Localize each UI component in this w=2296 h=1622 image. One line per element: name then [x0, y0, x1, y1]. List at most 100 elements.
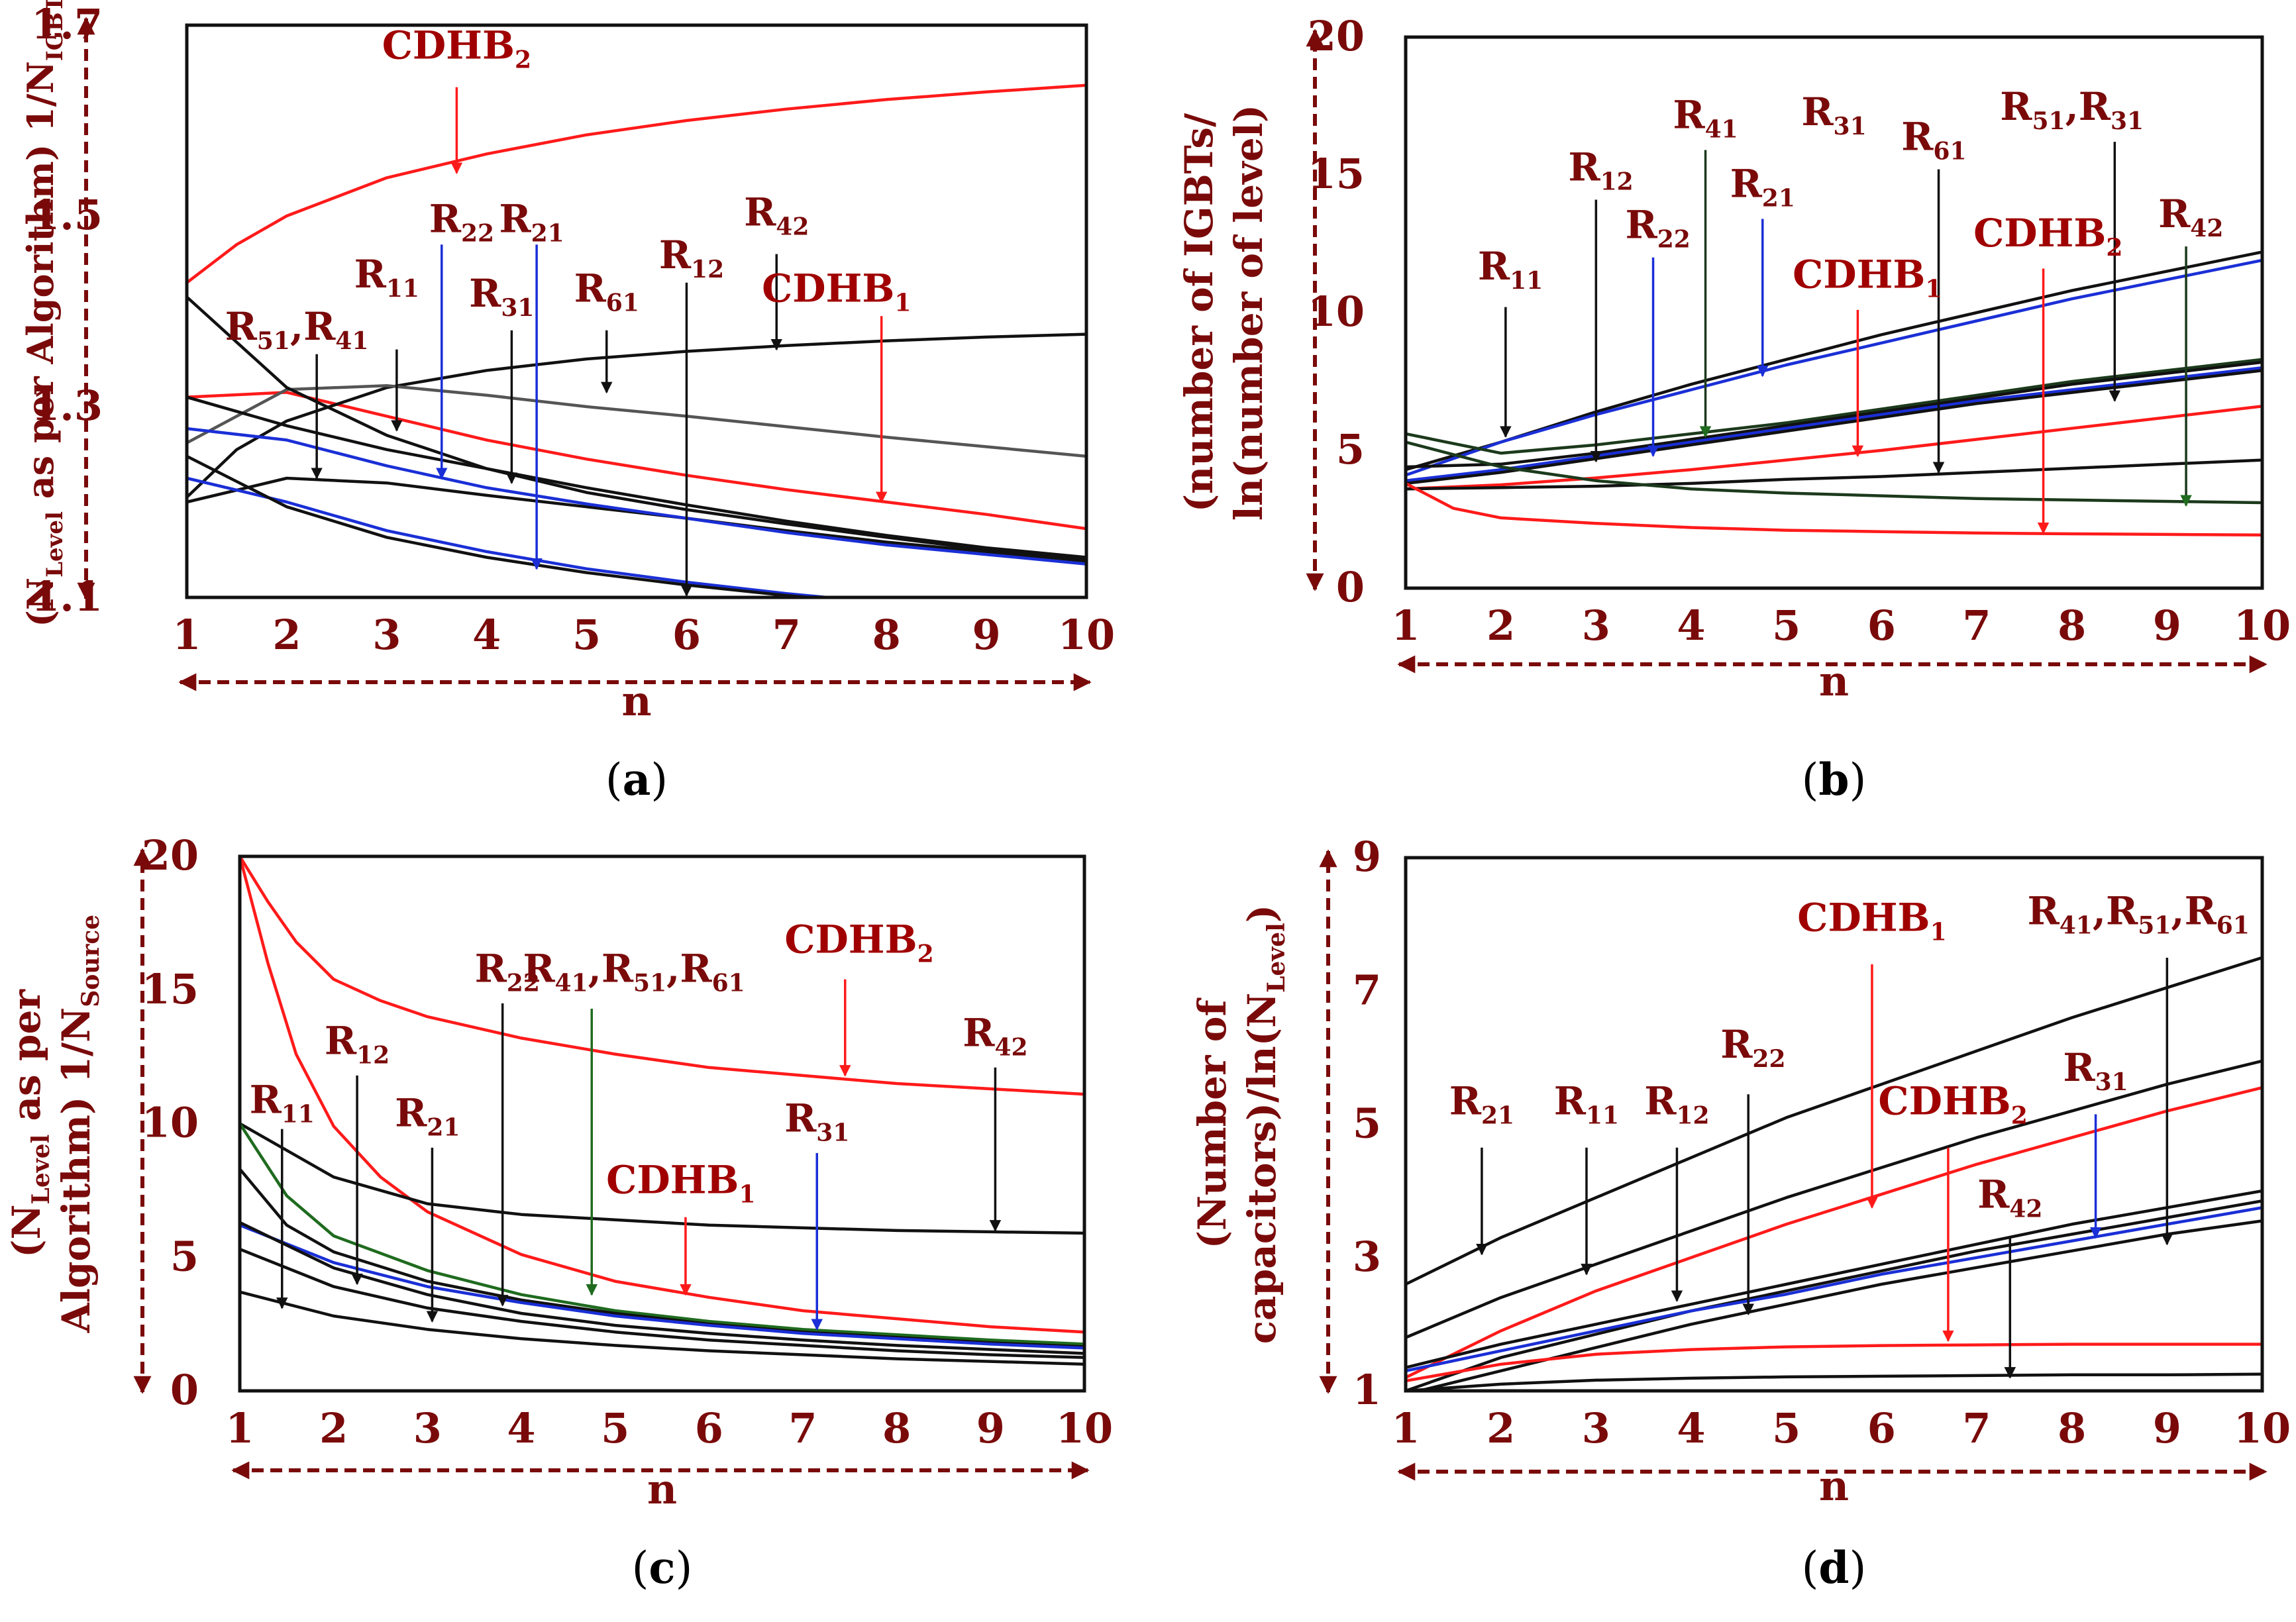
x-tick-label: 3	[413, 1404, 442, 1452]
annotation-r11: R11	[1478, 244, 1543, 438]
chart-panel-4: 1 3 5 7 9 1 2 3 4 5 6 7 8 9 10 n (Number of capacitors)/l…	[1190, 833, 2291, 1594]
annotation-r42: R42	[963, 1010, 1028, 1232]
annotation-r42: R42	[2158, 191, 2223, 507]
annotation-r12: R12	[659, 232, 724, 597]
annotation-label: CDHB2	[784, 917, 933, 968]
annotation-label: R11	[1554, 1078, 1619, 1129]
x-tick-label: 6	[695, 1404, 723, 1452]
y-tick-label: 15	[142, 965, 199, 1013]
x-tick-label: 7	[1962, 601, 1991, 650]
annotation-label: R31	[1801, 89, 1866, 140]
annotation-cdhb2: CDHB2	[784, 917, 934, 1077]
annotation-r42: R42	[744, 189, 809, 351]
annotation-cdhb2: CDHB2	[1973, 211, 2122, 534]
x-tick-label: 8	[2058, 601, 2086, 650]
annotation-r22: R22	[475, 946, 540, 1307]
y-tick-label: 5	[170, 1232, 199, 1280]
subfigure-label: (a)	[605, 754, 668, 805]
series-group	[240, 856, 1084, 1366]
x-axis-label: n	[1819, 1462, 1849, 1510]
annotation-label: R31	[784, 1096, 849, 1147]
x-tick-label: 5	[1772, 1404, 1800, 1452]
series-line-r61	[187, 332, 1086, 499]
plot-frame	[185, 23, 1088, 599]
series-line-cdhb2	[240, 856, 1084, 1096]
y-axis-label: (NLevel as per Algorithm) 1/NSource	[4, 915, 105, 1333]
annotation-r21: R21	[1449, 1078, 1514, 1256]
y-axis-label-line2: Algorithm) 1/NSource	[54, 915, 105, 1333]
annotation-label: CDHB1	[1797, 895, 1946, 946]
x-tick-label: 4	[1677, 1404, 1705, 1452]
x-tick-label: 3	[372, 611, 401, 659]
x-tick-label: 5	[572, 611, 601, 659]
subfigure-label: (b)	[1802, 754, 1867, 805]
annotation-r21: R21	[499, 196, 564, 570]
series-line-r31	[1406, 1206, 2262, 1373]
y-tick-label: 5	[1336, 425, 1365, 474]
series-group	[1406, 250, 2262, 536]
annotation-r11: R11	[354, 252, 419, 432]
annotation-label: R42	[963, 1010, 1027, 1061]
x-tick-label: 8	[872, 611, 901, 659]
x-axis-label: n	[647, 1465, 677, 1513]
x-tick-label: 2	[1487, 601, 1515, 650]
annotation-r12: R12	[325, 1019, 390, 1286]
series-line-r42	[1406, 440, 2262, 505]
annotation-label: R41	[1673, 92, 1738, 143]
annotation-cdhb2: CDHB2	[1878, 1078, 2028, 1343]
annotation-r31: R31	[2063, 1045, 2128, 1239]
annotation-cdhb1: CDHB1	[606, 1157, 756, 1296]
y-tick-label: 10	[142, 1099, 199, 1147]
series-line-cdhb1	[1406, 1086, 2262, 1379]
series-line-r42	[1406, 1372, 2262, 1391]
series-line-r21	[187, 476, 843, 597]
series-line-r42	[240, 1122, 1084, 1235]
series-line-r21	[240, 1248, 1084, 1359]
chart-panel-3: 0 5 10 15 20 1 2 3 4 5 6 7 8 9 10 n (NLevel as per Algori…	[4, 831, 1113, 1594]
y-tick-label: 9	[1353, 833, 1381, 881]
y-axis-label: (NLevel as per Algorithm) 1/NIGBT	[19, 0, 68, 627]
y-tick-label: 20	[142, 831, 199, 880]
x-tick-label: 9	[976, 1404, 1005, 1452]
x-tick-label: 7	[788, 1404, 817, 1452]
series-line-r61	[1406, 360, 2262, 469]
x-tick-label: 2	[1487, 1404, 1515, 1452]
x-tick-label: 8	[882, 1404, 911, 1452]
y-tick-label: 5	[1353, 1099, 1381, 1148]
annotation-label: CDHB2	[1973, 211, 2122, 262]
series-line-r11	[240, 1290, 1084, 1366]
annotation-cdhb1: CDHB1	[1793, 252, 1942, 458]
series-line-r12	[1406, 1189, 2262, 1369]
y-axis-label-text: (NLevel as per Algorithm) 1/NIGBT	[19, 0, 68, 627]
x-tick-label: 4	[1677, 601, 1705, 650]
annotation-r42: R42	[1977, 1172, 2042, 1379]
annotation-cdhb2: CDHB2	[382, 23, 531, 174]
annotation-r5131: R51,R31	[2000, 84, 2144, 402]
x-tick-label: 9	[972, 611, 1001, 659]
annotation-label: R31	[2063, 1045, 2128, 1096]
x-tick-label: 10	[1058, 611, 1115, 659]
x-tick-label: 1	[1391, 601, 1420, 650]
annotation-label: R11	[354, 252, 419, 303]
annotation-label: R41,R51,R61	[2028, 889, 2250, 940]
annotation-label: R51,R41	[225, 304, 369, 355]
x-tick-label: 5	[601, 1404, 629, 1452]
annotation-label: R12	[659, 232, 724, 283]
annotation-label: R12	[325, 1019, 390, 1070]
annotation-label: R22	[475, 946, 540, 997]
annotation-label: R22	[1626, 203, 1691, 254]
plot-frame	[238, 854, 1086, 1393]
annotation-label: R11	[1478, 244, 1543, 295]
y-tick-label: 0	[1336, 563, 1365, 611]
annotation-r12: R12	[1568, 144, 1634, 463]
annotation-label: R22	[429, 196, 494, 247]
series-line-r22	[1406, 1199, 2262, 1391]
x-tick-label: 1	[1391, 1404, 1420, 1452]
x-tick-label: 1	[225, 1404, 254, 1452]
annotation-label: R12	[1644, 1078, 1709, 1129]
x-tick-label: 10	[2234, 601, 2291, 650]
x-tick-label: 9	[2153, 601, 2181, 650]
chart-panel-1: 1.11.31.51.71 2 3 4 5 6 7 8 9 10n(NLevel as per A…	[19, 0, 1115, 805]
series-line-r11	[1406, 1059, 2262, 1339]
